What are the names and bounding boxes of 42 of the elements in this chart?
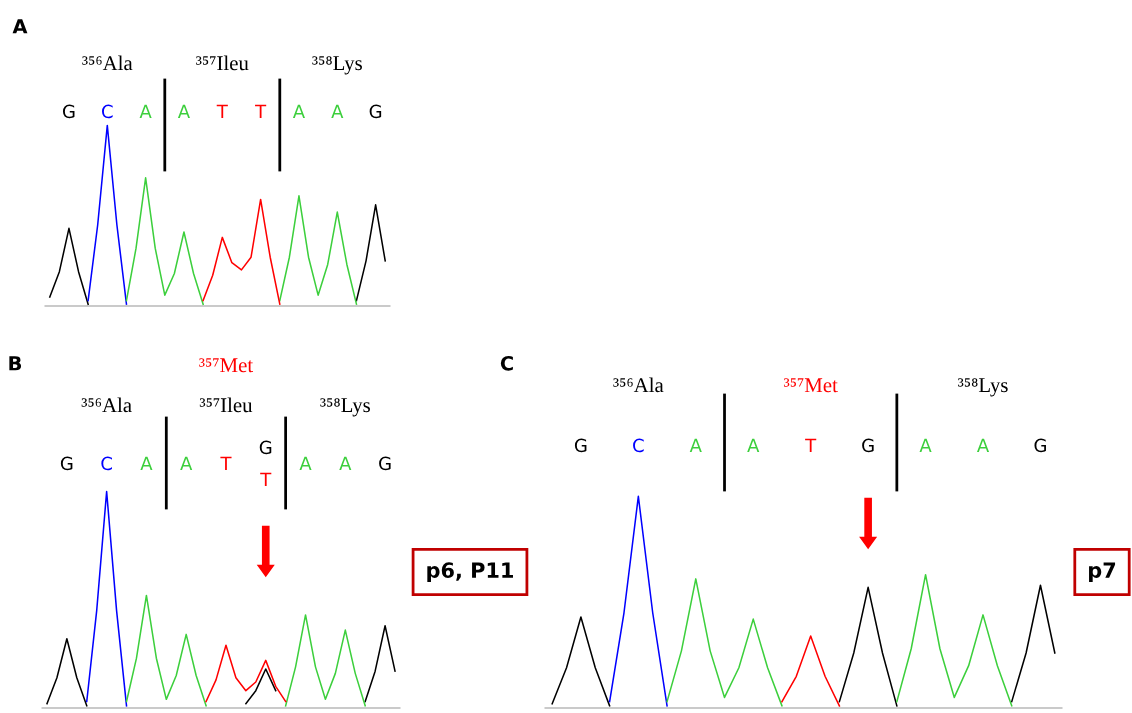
x-tick-label: A	[292, 104, 305, 118]
text: ³⁵⁷Ileu	[196, 55, 249, 71]
x-tick-label: A	[177, 104, 190, 118]
x-tick-label: A	[976, 438, 990, 452]
x-tick-label: C	[102, 104, 113, 119]
x-tick-label: A	[139, 104, 152, 118]
x-tick-label: G	[1034, 438, 1046, 453]
x-tick-label: G T	[259, 440, 272, 486]
text: ³⁵⁶Ala	[82, 55, 133, 71]
text: ³⁵⁸Lys	[958, 378, 1008, 397]
x-tick-label: T	[216, 104, 228, 118]
x-tick-label: T	[805, 438, 817, 452]
chart-title: C	[500, 355, 513, 371]
chart-title: B	[9, 356, 22, 371]
x-tick-label: C	[101, 456, 112, 471]
text: ³⁵⁶Ala	[81, 397, 132, 413]
chart-subtitle: ³⁵⁷Met	[783, 378, 838, 393]
text: ³⁵⁸Lys	[320, 398, 370, 417]
chart-subtitle: ³⁵⁷Met	[199, 358, 254, 373]
x-tick-label: C	[633, 438, 644, 453]
x-tick-label: G	[862, 438, 874, 453]
text: ³⁵⁷Ileu	[199, 397, 253, 413]
text: p7	[1089, 562, 1116, 583]
x-tick-label: T	[255, 104, 267, 118]
text: ³⁵⁶Ala	[613, 377, 664, 393]
x-tick-label: G	[574, 438, 587, 453]
x-tick-label: A	[919, 438, 932, 452]
x-tick-label: G	[60, 456, 73, 471]
x-tick-label: A	[299, 456, 312, 470]
x-tick-label: G	[62, 104, 75, 119]
x-tick-label: A	[180, 456, 193, 470]
chart-title: A	[12, 19, 28, 34]
x-tick-label: A	[331, 104, 344, 118]
x-tick-label: G	[379, 456, 391, 471]
x-tick-label: G	[369, 104, 382, 119]
x-tick-label: T	[220, 456, 232, 470]
text: ³⁵⁸Lys	[312, 56, 362, 75]
text: p6, P11	[427, 562, 513, 583]
x-tick-label: A	[140, 456, 153, 470]
x-tick-label: A	[339, 456, 352, 470]
x-tick-label: A	[689, 438, 702, 452]
x-tick-label: A	[747, 438, 760, 452]
